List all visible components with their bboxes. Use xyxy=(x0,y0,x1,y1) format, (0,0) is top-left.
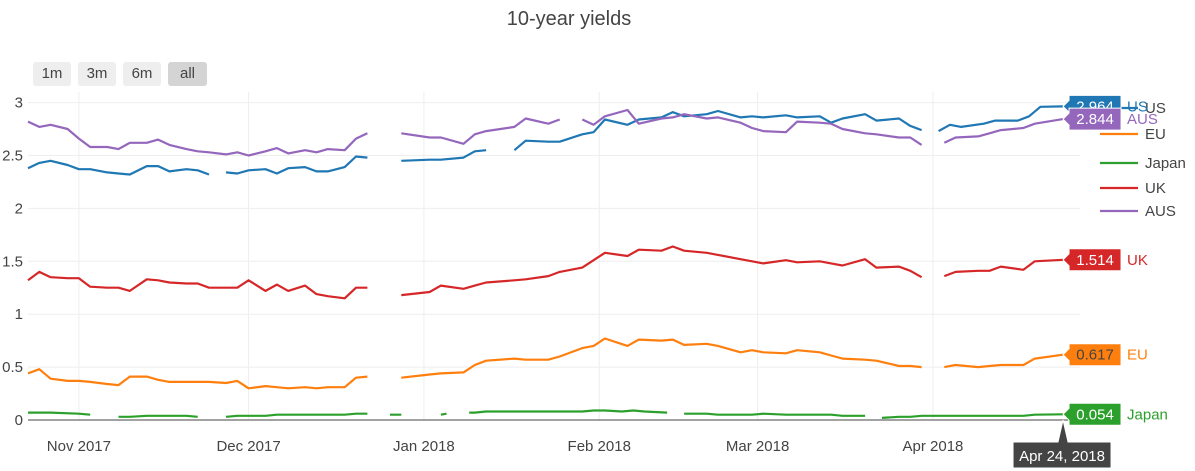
legend-label-eu: EU xyxy=(1145,126,1166,143)
hover-tag-value: 0.617 xyxy=(1076,347,1114,364)
series-line-us xyxy=(27,105,1064,176)
y-tick-label: 2.5 xyxy=(2,147,23,164)
x-tick-label: Feb 2018 xyxy=(568,438,631,455)
series-lines xyxy=(27,105,1064,419)
x-tick-label: Mar 2018 xyxy=(726,438,789,455)
series-line-uk xyxy=(27,245,1064,300)
hover-tag-box xyxy=(1062,343,1122,367)
hover-tag-name: US xyxy=(1127,98,1148,115)
y-tick-label: 3 xyxy=(15,95,23,112)
hover-tag-name: UK xyxy=(1127,252,1148,269)
axes: 0 0.5 1 1.5 2 2.5 3 Nov 2017 Dec 2017 Jan 2018 Feb… xyxy=(2,95,1080,455)
y-tick-label: 1.5 xyxy=(2,253,23,270)
hover-date-box xyxy=(1012,419,1112,469)
chart-title: 10-year yields xyxy=(506,8,632,30)
range-button-1m[interactable]: 1m xyxy=(33,62,71,86)
series-line-eu xyxy=(27,337,1064,390)
hover-tag-japan: 0.054 Japan xyxy=(1062,402,1168,426)
hover-date-tag: Apr 24, 2018 xyxy=(1012,419,1112,469)
hover-tag-aus: 2.844 AUS xyxy=(1062,107,1158,131)
legend-label-us: US xyxy=(1145,100,1166,117)
legend-label-japan: Japan xyxy=(1145,155,1186,172)
y-tick-label: 1 xyxy=(15,306,23,323)
grid xyxy=(28,92,1080,420)
range-button-3m[interactable]: 3m xyxy=(78,62,116,86)
range-button-all[interactable]: all xyxy=(168,62,207,86)
hover-tag-box xyxy=(1062,402,1122,426)
x-tick-label: Dec 2017 xyxy=(216,438,280,455)
x-tick-label: Nov 2017 xyxy=(47,438,111,455)
hover-tag-value: 2.844 xyxy=(1076,111,1114,128)
hover-tag-value: 1.514 xyxy=(1076,252,1114,269)
series-line-japan xyxy=(28,409,1064,419)
range-button-6m[interactable]: 6m xyxy=(123,62,161,86)
series-line-aus xyxy=(27,108,1064,157)
hover-date-value: Apr 24, 2018 xyxy=(1019,448,1105,465)
hover-tag-value: 0.054 xyxy=(1076,406,1114,423)
legend: US EU Japan UK AUS xyxy=(1100,100,1186,220)
hover-tag-box xyxy=(1062,107,1122,131)
y-tick-label: 0.5 xyxy=(2,359,23,376)
hover-tag-eu: 0.617 EU xyxy=(1062,343,1148,367)
hover-tag-name: EU xyxy=(1127,347,1148,364)
legend-label-uk: UK xyxy=(1145,180,1166,197)
y-tick-label: 0 xyxy=(15,412,23,429)
hover-tag-uk: 1.514 UK xyxy=(1062,248,1148,272)
hover-tag-box xyxy=(1062,248,1122,272)
x-tick-label: Jan 2018 xyxy=(393,438,455,455)
x-tick-label: Apr 2018 xyxy=(903,438,964,455)
hover-tag-name: AUS xyxy=(1127,111,1158,128)
y-tick-label: 2 xyxy=(15,200,23,217)
legend-label-aus: AUS xyxy=(1145,203,1176,220)
hover-tag-name: Japan xyxy=(1127,406,1168,423)
